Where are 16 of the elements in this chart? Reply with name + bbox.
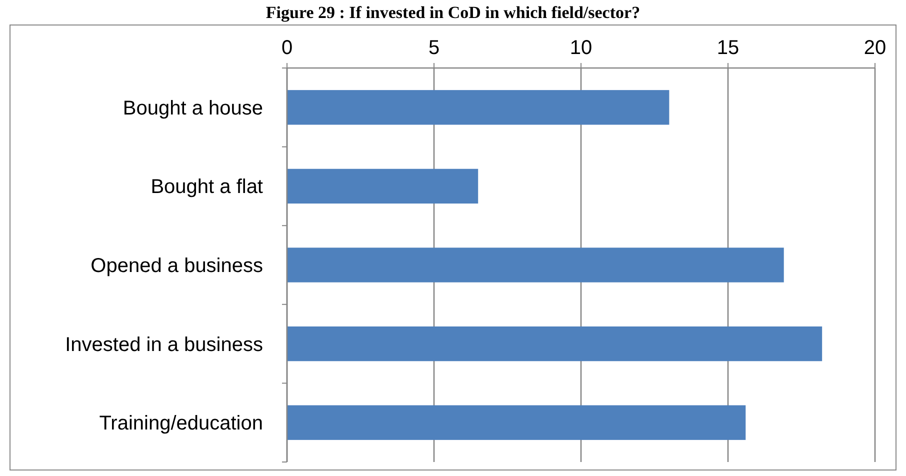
x-tick-label: 10 [570, 37, 592, 59]
y-tick-label: Bought a house [122, 97, 263, 120]
bar [287, 90, 670, 125]
bar [287, 168, 478, 204]
x-tick-label: 0 [281, 37, 293, 59]
y-tick-label: Invested in a business [65, 334, 263, 356]
chart-title: Figure 29 : If invested in CoD in which field/sector? [266, 3, 640, 22]
y-tick-label: Opened a business [90, 255, 263, 277]
y-tick-label: Bought a flat [150, 176, 264, 198]
x-tick-label: 5 [428, 37, 440, 59]
y-tick-label: Training/education [99, 412, 263, 435]
x-tick-label: 20 [864, 37, 886, 59]
bar [287, 405, 746, 440]
bar [287, 326, 822, 362]
bar [287, 248, 784, 282]
x-tick-label: 15 [716, 37, 740, 59]
